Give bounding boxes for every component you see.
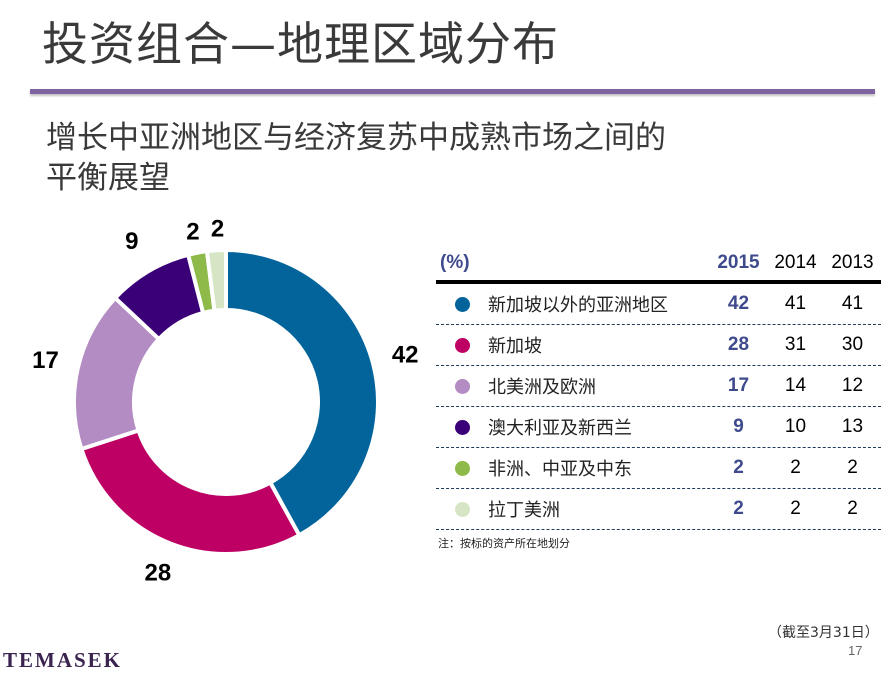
- legend-dot-icon: [455, 378, 470, 394]
- legend-dot-icon: [455, 296, 470, 312]
- table-row: 新加坡 28 31 30: [436, 325, 881, 366]
- unit-label: (%): [440, 252, 470, 273]
- donut-slice: [204, 247, 228, 313]
- header-year-2014: 2014: [774, 252, 817, 273]
- value-2015: 2: [733, 498, 744, 519]
- value-2015: 2: [733, 457, 744, 478]
- legend-dot-icon: [455, 419, 470, 435]
- value-2014: 31: [784, 334, 807, 355]
- subtitle: 增长中亚洲地区与经济复苏中成熟市场之间的 平衡展望: [46, 118, 666, 198]
- data-label: 9: [125, 228, 138, 255]
- region-name: 北美洲及欧洲: [488, 377, 596, 398]
- value-2015: 17: [727, 375, 750, 396]
- donut-labels: 42 28 17 9 2 2: [32, 216, 418, 587]
- table-row: 新加坡以外的亚洲地区 42 41 41: [436, 284, 881, 325]
- data-label: 2: [211, 216, 224, 243]
- value-2013: 2: [847, 498, 858, 519]
- table-body: 新加坡以外的亚洲地区 42 41 41 新加坡 28 31 30 北美洲及欧洲 17 14 12 澳大利…: [436, 284, 881, 530]
- value-2014: 10: [784, 416, 807, 437]
- table-row: 拉丁美洲 2 2 2: [436, 489, 881, 530]
- value-2014: 2: [790, 498, 801, 519]
- allocation-table: (%) 2015 2014 2013 新加坡以外的亚洲地区 42 41 41 新加坡 28…: [436, 248, 881, 551]
- table-note: 注：按标的资产所在地划分: [438, 537, 570, 550]
- temasek-logo: TEMASEK: [3, 648, 123, 672]
- legend-dot-icon: [455, 337, 470, 353]
- value-2013: 13: [841, 416, 864, 437]
- region-name: 非洲、中亚及中东: [488, 459, 632, 480]
- value-2015: 28: [727, 334, 750, 355]
- donut-slice: [78, 427, 302, 556]
- header-rule: [436, 280, 881, 284]
- subtitle-line-2: 平衡展望: [46, 160, 170, 196]
- value-2014: 14: [784, 375, 807, 396]
- page-title: 投资组合—地理区域分布: [42, 17, 559, 71]
- region-name: 新加坡: [488, 336, 542, 357]
- table-header: (%) 2015 2014 2013: [436, 248, 881, 278]
- data-label: 28: [145, 559, 172, 586]
- page-number: 17: [848, 643, 863, 658]
- value-2014: 41: [784, 293, 807, 314]
- value-2013: 12: [841, 375, 864, 396]
- title-divider: [30, 89, 875, 94]
- donut-slice: [224, 247, 380, 538]
- value-2014: 2: [790, 457, 801, 478]
- value-2013: 30: [841, 334, 864, 355]
- data-label: 2: [186, 218, 199, 245]
- table-row: 非洲、中亚及中东 2 2 2: [436, 448, 881, 489]
- value-2015: 42: [727, 293, 750, 314]
- value-2013: 2: [847, 457, 858, 478]
- legend-dot-icon: [455, 460, 470, 476]
- table-row: 北美洲及欧洲 17 14 12: [436, 366, 881, 407]
- header-year-2013: 2013: [831, 252, 874, 273]
- donut-slices: [72, 247, 380, 556]
- subtitle-line-1: 增长中亚洲地区与经济复苏中成熟市场之间的: [46, 120, 666, 156]
- data-label: 42: [392, 341, 419, 368]
- donut-chart: 42 28 17 9 2 2: [32, 216, 418, 587]
- region-name: 拉丁美洲: [488, 500, 560, 521]
- region-name: 澳大利亚及新西兰: [488, 418, 632, 439]
- table-row: 澳大利亚及新西兰 9 10 13: [436, 407, 881, 448]
- data-label: 17: [32, 347, 59, 374]
- value-2013: 41: [841, 293, 864, 314]
- region-name: 新加坡以外的亚洲地区: [488, 295, 668, 316]
- legend-dot-icon: [455, 501, 470, 517]
- header-year-2015: 2015: [717, 252, 760, 273]
- value-2015: 9: [733, 416, 744, 437]
- as-of-date: （截至3月31日）: [768, 625, 879, 641]
